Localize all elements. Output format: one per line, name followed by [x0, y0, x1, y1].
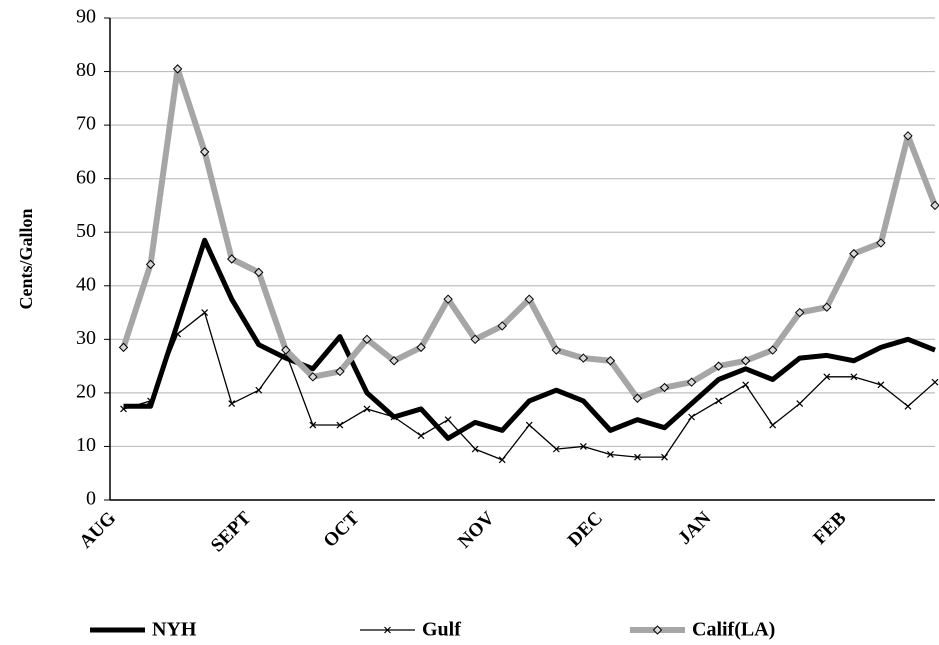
marker: [145, 259, 156, 270]
marker: [767, 345, 778, 355]
marker: [822, 302, 832, 312]
marker: [308, 372, 318, 382]
marker: [416, 342, 426, 353]
marker: [497, 321, 507, 331]
marker: [904, 402, 912, 410]
marker: [686, 377, 697, 387]
marker: [172, 64, 183, 74]
marker: [390, 413, 398, 421]
marker: [849, 248, 859, 259]
y-tick-label: 0: [86, 488, 96, 510]
y-tick-label: 40: [76, 273, 96, 295]
marker: [471, 445, 479, 453]
marker: [632, 393, 643, 403]
grid: [110, 17, 935, 501]
marker: [254, 267, 264, 278]
marker: [715, 397, 723, 405]
marker: [444, 416, 452, 424]
marker: [336, 421, 344, 429]
marker: [281, 345, 291, 355]
marker: [634, 453, 641, 461]
legend-label: NYH: [152, 619, 197, 641]
series-line: [123, 237, 936, 441]
marker: [578, 353, 589, 363]
legend-marker: [652, 625, 663, 635]
y-tick-label: 30: [76, 327, 96, 349]
marker: [174, 330, 182, 338]
marker: [552, 445, 560, 453]
marker: [525, 421, 533, 429]
y-tick-label: 20: [76, 380, 96, 402]
marker: [850, 373, 858, 381]
marker: [389, 356, 399, 366]
marker: [876, 238, 886, 248]
marker: [579, 443, 587, 450]
series-line: [123, 311, 936, 461]
marker: [931, 378, 939, 386]
y-tick-label: 80: [76, 59, 96, 81]
y-tick-label: 50: [76, 220, 96, 242]
y-tick-label: 60: [76, 166, 96, 188]
marker: [605, 356, 616, 366]
y-tick-label: 10: [76, 434, 96, 456]
marker: [877, 381, 885, 389]
marker: [118, 342, 129, 353]
series-line: [120, 65, 938, 402]
x-tick-label: DEC: [564, 508, 607, 551]
marker: [713, 361, 724, 371]
marker: [470, 334, 480, 345]
marker: [769, 421, 777, 429]
y-axis-label: Cents/Gallon: [16, 208, 36, 309]
legend-label: Calif(LA): [692, 619, 775, 641]
legend-marker: [384, 626, 391, 634]
marker: [362, 334, 372, 345]
marker: [199, 147, 210, 157]
marker: [903, 131, 913, 141]
plot-area: [118, 64, 939, 464]
marker: [443, 294, 453, 304]
marker: [795, 307, 805, 318]
marker: [659, 382, 670, 393]
marker: [742, 381, 750, 389]
marker: [335, 366, 345, 377]
marker: [309, 421, 317, 429]
marker: [120, 405, 127, 413]
marker: [227, 254, 237, 264]
marker: [417, 432, 425, 440]
x-tick-label: JAN: [674, 508, 715, 549]
marker: [823, 373, 831, 381]
marker: [147, 397, 154, 405]
x-tick-label: OCT: [320, 508, 364, 552]
marker: [796, 400, 804, 408]
marker: [688, 413, 695, 421]
marker: [363, 405, 371, 413]
marker: [740, 356, 751, 366]
marker: [551, 345, 562, 355]
marker: [255, 386, 263, 394]
marker: [661, 453, 668, 461]
marker: [930, 200, 939, 211]
x-tick-label: NOV: [454, 508, 499, 553]
x-tick-label: AUG: [75, 508, 120, 553]
marker: [606, 451, 614, 458]
marker: [228, 400, 236, 408]
x-tick-label: FEB: [809, 508, 850, 549]
y-tick-label: 90: [76, 6, 96, 28]
marker: [498, 456, 506, 464]
legend-label: Gulf: [422, 619, 461, 641]
marker: [524, 294, 534, 304]
x-tick-label: SEPT: [207, 508, 256, 557]
y-tick-label: 70: [76, 113, 96, 135]
marker: [201, 309, 209, 316]
